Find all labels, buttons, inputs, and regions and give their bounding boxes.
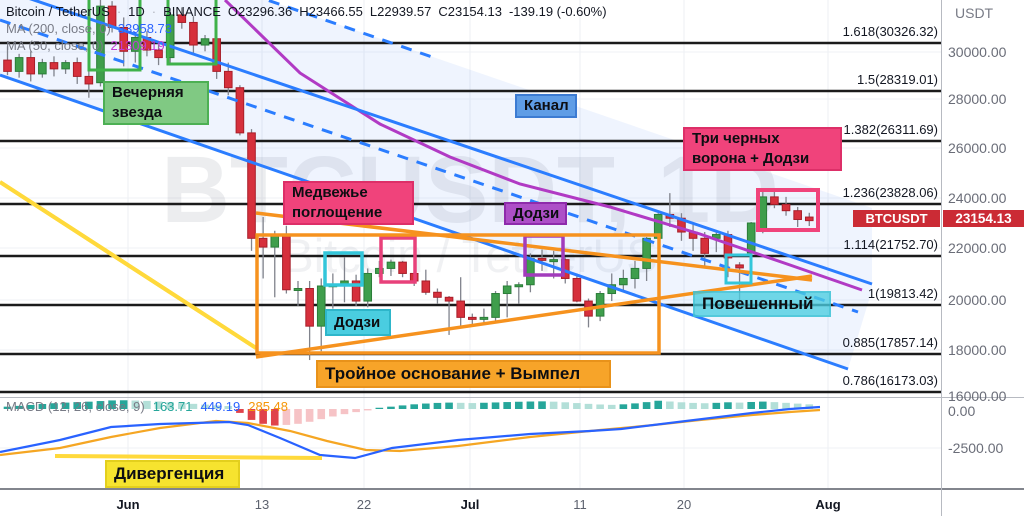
time-axis-label: 11	[573, 497, 587, 512]
candles[interactable]	[3, 0, 814, 361]
ma50-line[interactable]	[223, 0, 863, 292]
time-axis-label: Aug	[815, 497, 841, 512]
macd-label: MACD (12, 26, close, 9)	[6, 399, 145, 414]
bearish-engulfing-label[interactable]: Медвежье поглощение	[283, 181, 414, 225]
price-scale-label: 24000.00	[948, 190, 1007, 206]
price-scale-label: 20000.00	[948, 292, 1007, 308]
macd-pane[interactable]	[0, 400, 821, 460]
interval: 1D	[128, 4, 145, 19]
three-crows-box	[756, 188, 820, 232]
ma50-value: 21309.19	[110, 38, 165, 53]
divergence-label[interactable]: Дивергенция	[105, 460, 240, 488]
ma200-row[interactable]: MA (200, close, 0) 33958.73	[6, 20, 607, 37]
hanging-man-label[interactable]: Повешенный	[693, 291, 831, 317]
doji-box-1	[323, 251, 364, 287]
price-scale-label: 28000.00	[948, 91, 1007, 107]
legend[interactable]: Bitcoin / TetherUS · 1D · BINANCE O23296…	[6, 3, 607, 54]
time-axis-label: Jun	[116, 497, 140, 512]
fib-label: 0.786(16173.03)	[842, 373, 938, 388]
exchange: BINANCE	[163, 4, 221, 19]
macd-signal-value: 285.48	[248, 399, 289, 414]
pattern-boxes[interactable]	[87, 0, 820, 355]
hanging-man-box	[724, 253, 753, 285]
evening-star-label[interactable]: Вечерняя звезда	[103, 81, 209, 125]
fib-label: 0.885(17857.14)	[842, 335, 938, 350]
pennant-lower	[255, 274, 813, 359]
ohlc-low: L22939.57	[369, 4, 432, 19]
drawing-lines[interactable]	[0, 0, 873, 371]
symbol-row[interactable]: Bitcoin / TetherUS · 1D · BINANCE O23296…	[6, 4, 607, 19]
ohlc-high: H23466.55	[299, 4, 363, 19]
evening-star-box-1	[87, 0, 142, 72]
channel-top-dashed	[262, 0, 433, 59]
fib-label: 1(19813.42)	[867, 286, 938, 301]
ma200-label: MA (200, close, 0)	[6, 21, 111, 36]
price-scale-label: 22000.00	[948, 240, 1007, 256]
triple-bottom-rect	[255, 233, 661, 355]
bearish-engulfing-box	[379, 236, 417, 284]
time-axis-label: 20	[676, 497, 692, 512]
doji-purple-label[interactable]: Додзи	[504, 202, 567, 225]
ma50-row[interactable]: MA (50, close, 0) 21309.19	[6, 37, 607, 54]
triple-bottom-pennant-label[interactable]: Тройное основание + Вымпел	[316, 360, 611, 388]
channel-label[interactable]: Канал	[515, 94, 577, 118]
fib-label: 1.236(23828.06)	[842, 185, 938, 200]
three-black-crows-label[interactable]: Три черных ворона + Додзи	[683, 127, 842, 171]
macd-legend[interactable]: MACD (12, 26, close, 9) 163.71 449.19 28…	[6, 399, 288, 414]
currency-label: USDT	[955, 5, 994, 21]
symbol-title: Bitcoin / TetherUS	[6, 4, 110, 19]
time-axis-label: 13	[254, 497, 270, 512]
divergence-macd-line	[54, 454, 323, 460]
divergence-price-line	[0, 180, 258, 350]
price-scale-label: 16000.00	[948, 388, 1007, 404]
change: -139.19 (-0.60%)	[508, 4, 607, 19]
channel-fill	[0, 0, 872, 369]
time-axis-label: 22	[356, 497, 372, 512]
doji-cyan-label[interactable]: Додзи	[325, 309, 391, 336]
ma200-value: 33958.73	[117, 21, 173, 36]
fib-label: 1.5(28319.01)	[857, 72, 938, 87]
fib-label: 1.618(30326.32)	[842, 24, 938, 39]
price-scale-label: 30000.00	[948, 44, 1007, 60]
fib-label: 1.382(26311.69)	[843, 122, 938, 137]
price-scale-label: 18000.00	[948, 342, 1007, 358]
price-scale-label: -2500.00	[948, 440, 1004, 456]
time-axis-label: Jul	[460, 497, 480, 512]
ma50-label: MA (50, close, 0)	[6, 38, 104, 53]
macd-hist-value: 163.71	[152, 399, 193, 414]
price-badge-symbol: BTCUSDT	[853, 210, 940, 227]
fib-label: 1.114(21752.70)	[843, 237, 938, 252]
price-badge-value: 23154.13	[943, 210, 1024, 227]
ohlc-close: C23154.13	[438, 4, 502, 19]
price-scale-label: 0.00	[948, 403, 976, 419]
ohlc-open: O23296.36	[227, 4, 293, 19]
macd-line-value: 449.19	[200, 399, 241, 414]
price-scale-label: 26000.00	[948, 140, 1007, 156]
channel-upper	[29, 0, 873, 286]
evening-star-box-2	[166, 0, 218, 66]
